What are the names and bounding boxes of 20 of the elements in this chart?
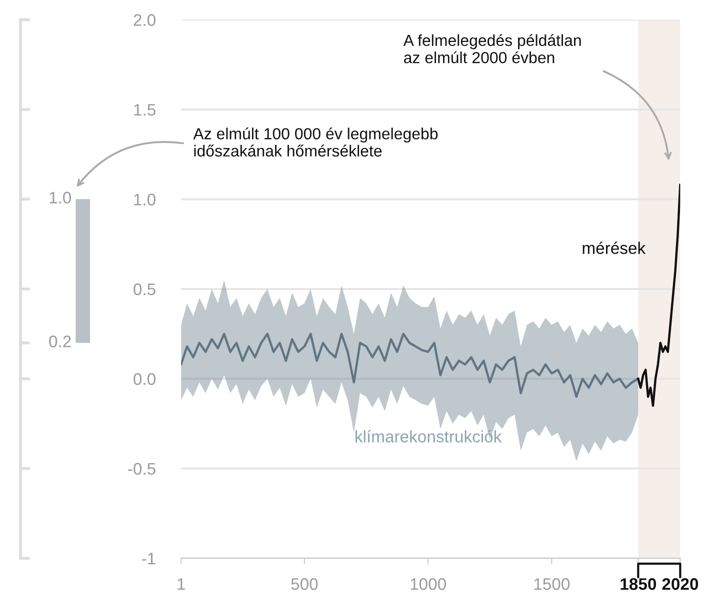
x-tick-label: 2020 bbox=[662, 578, 698, 590]
x-tick-label: 1500 bbox=[534, 578, 570, 590]
y-tick-label: -0.5 bbox=[128, 462, 156, 475]
series-label: mérések bbox=[582, 242, 646, 254]
x-tick-label: 1000 bbox=[410, 578, 446, 590]
line-series bbox=[181, 332, 640, 398]
text: 0.2 bbox=[49, 336, 71, 348]
y-tick-label: -1 bbox=[142, 552, 156, 564]
y-tick-label: 1.0 bbox=[134, 194, 156, 206]
x-tick-label: 1850 bbox=[620, 578, 656, 590]
text: 1.0 bbox=[50, 192, 72, 204]
y-tick-label: 2.0 bbox=[134, 14, 156, 26]
x-tick-label: 1 bbox=[178, 578, 185, 590]
y-tick-label: 1.5 bbox=[134, 104, 156, 116]
y-tick-label: 0.0 bbox=[134, 373, 156, 385]
annotation: A felmelegedés példátlan az elmúlt 2000 évben bbox=[403, 34, 581, 64]
x-tick-label: 500 bbox=[291, 578, 318, 590]
annotation: Az elmúlt 100 000 év legmelegebb időszakának hőmérséklete bbox=[193, 127, 438, 157]
text: klímarekonstrukciók bbox=[356, 430, 502, 442]
y-tick-label: 0.5 bbox=[134, 283, 156, 296]
